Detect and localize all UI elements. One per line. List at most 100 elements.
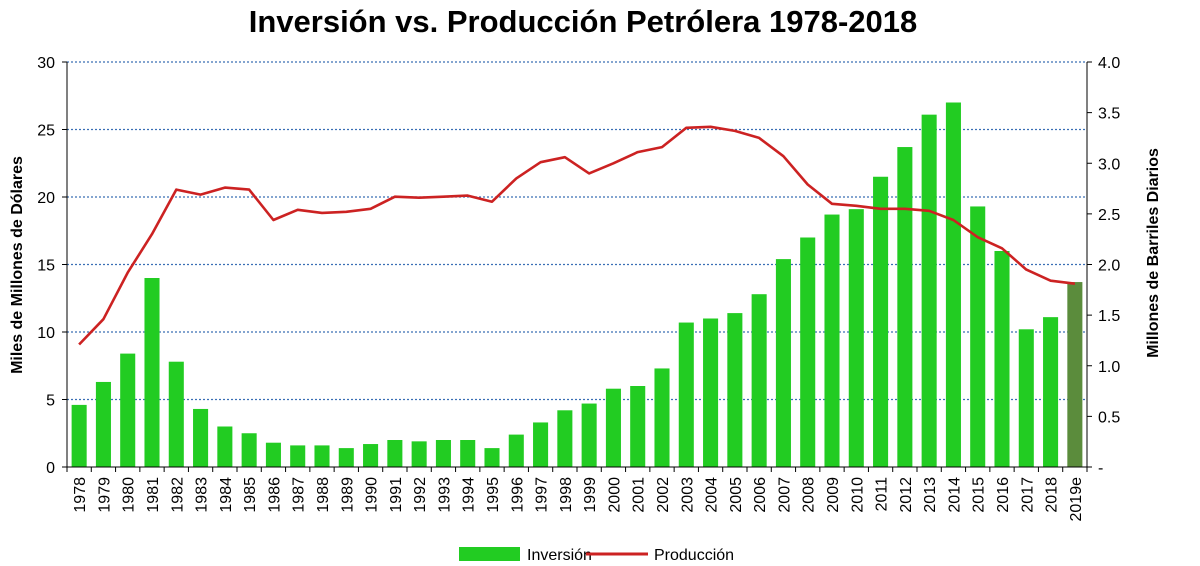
bar-1981 [144, 278, 160, 467]
bar-1987 [290, 445, 306, 467]
grid-lines [67, 61, 1087, 401]
bar-1985 [241, 433, 257, 467]
right-tick-label: 1.5 [1098, 308, 1120, 325]
left-tick-label: 30 [37, 55, 55, 72]
right-tick-label: 2.5 [1098, 207, 1120, 224]
bar-1993 [435, 440, 451, 467]
left-tick-label: 20 [37, 190, 55, 207]
x-tick-label: 1999 [582, 477, 599, 513]
x-tick-label: 2003 [679, 477, 696, 513]
bar-2007 [775, 259, 791, 467]
bar-2012 [897, 147, 913, 468]
bar-1988 [314, 445, 330, 467]
x-tick-label: 1986 [266, 477, 283, 513]
x-tick-label: 2004 [704, 477, 721, 513]
bar-2016 [994, 251, 1010, 467]
bar-1998 [557, 410, 573, 467]
bar-2019e [1067, 282, 1083, 467]
x-tick-label: 2009 [825, 477, 842, 513]
x-tick-label: 1993 [436, 477, 453, 513]
bar-1980 [120, 353, 136, 467]
chart-title: Inversión vs. Producción Petrólera 1978-… [249, 4, 918, 39]
bar-2014 [945, 102, 961, 467]
bar-2003 [678, 322, 694, 467]
left-tick-label: 25 [37, 123, 55, 140]
left-tick-label: 15 [37, 258, 55, 275]
bar-2006 [751, 294, 767, 467]
x-tick-label: 2001 [631, 477, 648, 513]
x-tick-label: 1988 [315, 477, 332, 513]
production-line [78, 125, 1076, 346]
x-tick-label: 1995 [485, 477, 502, 513]
legend: Inversión Producción [459, 547, 734, 564]
bar-1994 [460, 440, 476, 467]
x-tick-label: 1992 [412, 477, 429, 513]
x-tick-label: 2013 [922, 477, 939, 513]
x-tick-label: 1989 [339, 477, 356, 513]
x-tick-label: 1994 [461, 477, 478, 513]
bar-1984 [217, 426, 233, 467]
right-tick-label: 3.0 [1098, 156, 1120, 173]
x-tick-label: 2016 [995, 477, 1012, 513]
x-tick-label: 2006 [752, 477, 769, 513]
x-tick-label: 1981 [145, 477, 162, 513]
x-tick-label: 1979 [96, 477, 113, 513]
x-tick-label: 2000 [606, 477, 623, 513]
x-tick-label: 2010 [849, 477, 866, 513]
x-tick-label: 2008 [801, 477, 818, 513]
bar-2009 [824, 214, 840, 467]
bar-1982 [168, 361, 184, 467]
bar-1996 [508, 434, 524, 467]
x-tick-label: 1991 [388, 477, 405, 513]
x-tick-label: 2005 [728, 477, 745, 513]
right-tick-label: 1.0 [1098, 359, 1120, 376]
bar-2017 [1018, 329, 1034, 467]
x-tick-label: 1984 [218, 477, 235, 513]
x-tick-label: 1990 [364, 477, 381, 513]
bar-1986 [265, 442, 281, 467]
legend-label-inversion: Inversión [527, 547, 592, 564]
bar-1999 [581, 403, 597, 467]
bar-2015 [970, 206, 986, 467]
bar-1997 [533, 422, 549, 467]
x-tick-label: 1996 [509, 477, 526, 513]
x-tick-label: 1998 [558, 477, 575, 513]
left-axis-ticks: 0 5 10 15 20 25 30 [37, 55, 55, 477]
bar-1979 [95, 381, 111, 467]
bar-1990 [363, 444, 379, 467]
bar-2000 [605, 388, 621, 467]
x-tick-label: 1985 [242, 477, 259, 513]
x-tick-label: 2007 [776, 477, 793, 513]
bar-2008 [800, 237, 816, 467]
x-tick-label: 2014 [946, 477, 963, 513]
x-tick-label: 1980 [121, 477, 138, 513]
investment-bars [71, 102, 1083, 468]
bar-1995 [484, 448, 500, 467]
x-tick-label: 2011 [874, 477, 891, 512]
bar-2013 [921, 114, 937, 468]
x-tick-label: 2012 [898, 477, 915, 513]
right-axis-title: Millones de Barriles Diarios [1145, 148, 1162, 358]
left-axis-title: Miles de Millones de Dólares [9, 156, 26, 374]
right-tick-label: 3.5 [1098, 106, 1120, 123]
bar-1991 [387, 440, 403, 467]
right-tick-label: 0.5 [1098, 409, 1120, 426]
left-tick-label: 0 [46, 460, 55, 477]
x-tick-label: 2018 [1044, 477, 1061, 513]
legend-swatch-inversion [459, 547, 520, 561]
right-tick-label: 2.0 [1098, 258, 1120, 275]
x-tick-label: 2019e [1068, 477, 1085, 522]
x-tick-label: 1978 [72, 477, 89, 513]
bar-2005 [727, 313, 743, 467]
x-tick-label: 1983 [194, 477, 211, 513]
x-tick-label: 1987 [291, 477, 308, 513]
axes [62, 61, 1092, 472]
x-axis-ticks: 1978 1979 1980 1981 1982 1983 1984 1985 1986 1987… [72, 477, 1085, 522]
bar-2002 [654, 368, 670, 467]
bar-2004 [703, 318, 719, 467]
bar-1978 [71, 404, 87, 467]
bar-1992 [411, 441, 427, 467]
bar-1989 [338, 448, 354, 467]
x-tick-label: 1997 [534, 477, 551, 513]
x-tick-label: 2017 [1019, 477, 1036, 513]
